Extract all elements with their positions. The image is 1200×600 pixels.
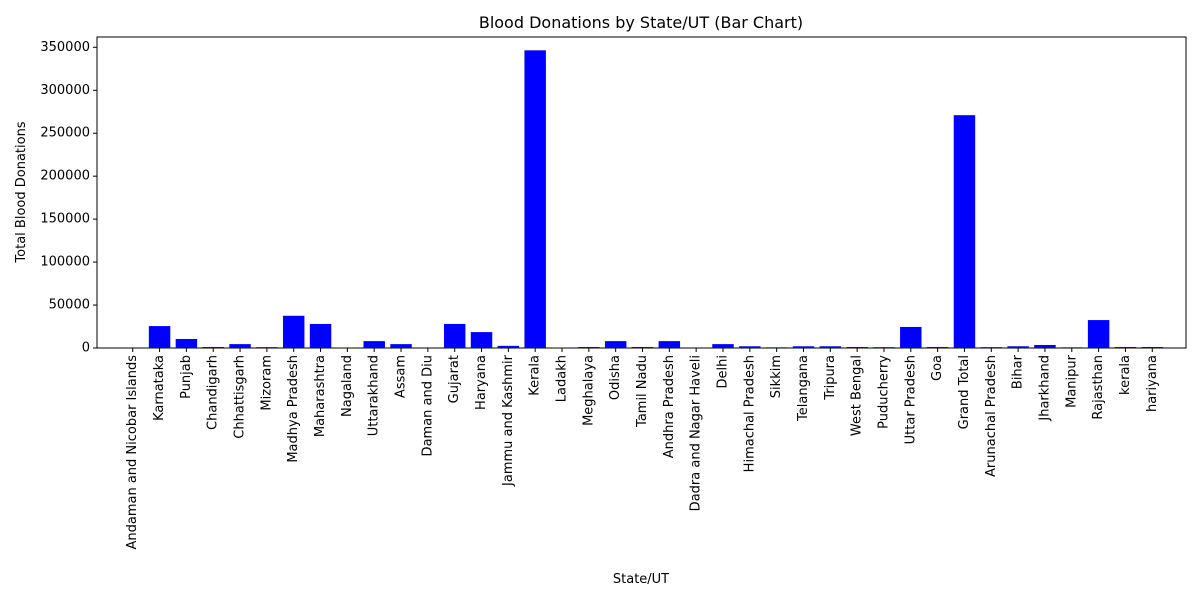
bar bbox=[390, 344, 412, 348]
y-tick-label: 0 bbox=[82, 341, 90, 356]
x-tick-label: Karnataka bbox=[152, 355, 167, 421]
x-tick-label: West Bengal bbox=[850, 355, 865, 436]
x-tick-label: Maharashtra bbox=[313, 355, 328, 437]
bar bbox=[846, 346, 868, 348]
x-tick-label: Tripura bbox=[823, 355, 838, 401]
bar bbox=[980, 347, 1003, 348]
bar bbox=[1114, 346, 1137, 348]
bar bbox=[1141, 346, 1163, 348]
y-tick-label: 150000 bbox=[40, 212, 90, 227]
x-tick-label: Odisha bbox=[608, 355, 623, 400]
x-tick-label: Himachal Pradesh bbox=[742, 355, 757, 472]
bar bbox=[765, 347, 788, 348]
y-tick-label: 200000 bbox=[40, 169, 90, 184]
x-tick-label: Andhra Pradesh bbox=[662, 355, 677, 458]
y-tick-label: 300000 bbox=[40, 83, 90, 98]
x-tick-label: Delhi bbox=[715, 355, 730, 388]
x-tick-labels: Andaman and Nicobar Islands Karnataka Punj… bbox=[125, 348, 1160, 550]
x-tick-label: hariyana bbox=[1145, 355, 1160, 412]
x-tick-label: Uttar Pradesh bbox=[903, 355, 918, 444]
bar bbox=[1034, 344, 1056, 348]
bar bbox=[926, 346, 949, 348]
x-tick-label: Puducherry bbox=[876, 355, 891, 429]
y-tick-label: 50000 bbox=[49, 298, 90, 313]
bar bbox=[282, 315, 305, 348]
bar bbox=[175, 338, 198, 348]
x-tick-label: Mizoram bbox=[259, 355, 274, 411]
bar bbox=[739, 346, 761, 348]
x-tick-label: Chandigarh bbox=[206, 355, 221, 430]
plot-frame bbox=[96, 36, 1187, 349]
x-tick-label: Jharkhand bbox=[1037, 355, 1052, 422]
y-axis-label: Total Blood Donations bbox=[14, 121, 29, 263]
chart-title: Blood Donations by State/UT (Bar Chart) bbox=[479, 13, 803, 32]
x-tick-label: Grand Total bbox=[957, 355, 972, 429]
x-tick-label: Kerala bbox=[528, 355, 543, 396]
bar bbox=[1007, 346, 1029, 348]
plot-area bbox=[96, 36, 1187, 349]
bar bbox=[309, 323, 332, 348]
x-tick-label: Madhya Pradesh bbox=[286, 355, 301, 463]
bar bbox=[148, 326, 171, 348]
y-tick-labels: 0 50000 100000 150000 200000 250000 300000 3500… bbox=[40, 40, 97, 356]
bar bbox=[256, 347, 278, 348]
bar bbox=[604, 341, 627, 348]
x-tick-label: Daman and Diu bbox=[420, 355, 435, 456]
y-tick-label: 350000 bbox=[40, 40, 90, 55]
bar bbox=[1061, 347, 1083, 348]
x-tick-label: Chhattisgarh bbox=[233, 355, 248, 439]
x-tick-label: Nagaland bbox=[340, 355, 355, 417]
x-tick-label: Bihar bbox=[1011, 354, 1026, 389]
y-tick-label: 100000 bbox=[40, 255, 90, 270]
bar bbox=[470, 332, 493, 348]
x-tick-label: Uttarakhand bbox=[367, 355, 382, 436]
bar bbox=[363, 341, 385, 348]
x-tick-label: Andaman and Nicobar Islands bbox=[125, 355, 140, 550]
x-tick-label: Gujarat bbox=[447, 355, 462, 403]
bars-group bbox=[122, 50, 1163, 349]
x-tick-label: Tamil Nadu bbox=[635, 355, 650, 428]
x-tick-label: Ladakh bbox=[555, 355, 570, 402]
bar bbox=[712, 344, 734, 348]
bar bbox=[631, 346, 654, 348]
bar bbox=[202, 346, 224, 348]
bar bbox=[443, 323, 466, 348]
x-tick-label: Telangana bbox=[796, 355, 811, 422]
y-tick-label: 250000 bbox=[40, 126, 90, 141]
bar bbox=[953, 115, 976, 348]
x-tick-label: Goa bbox=[930, 355, 945, 381]
bar bbox=[524, 50, 546, 349]
x-tick-label: Sikkim bbox=[769, 355, 784, 398]
bar bbox=[900, 326, 922, 348]
bar bbox=[1087, 320, 1110, 348]
x-axis-label: State/UT bbox=[613, 572, 669, 587]
bar bbox=[229, 344, 251, 348]
bar bbox=[658, 341, 681, 348]
bar bbox=[819, 346, 842, 348]
x-tick-label: Arunachal Pradesh bbox=[984, 355, 999, 477]
bar bbox=[578, 346, 600, 348]
bar bbox=[792, 346, 815, 348]
x-tick-label: kerala bbox=[1118, 355, 1133, 395]
bar bbox=[873, 347, 895, 348]
x-tick-label: Dadra and Nagar Haveli bbox=[689, 355, 704, 511]
x-tick-label: Meghalaya bbox=[581, 355, 596, 426]
x-tick-label: Manipur bbox=[1064, 354, 1079, 408]
x-tick-label: Haryana bbox=[474, 355, 489, 410]
x-tick-label: Punjab bbox=[179, 355, 194, 399]
x-tick-label: Jammu and Kashmir bbox=[501, 354, 516, 487]
bar bbox=[497, 345, 520, 348]
x-tick-label: Rajasthan bbox=[1091, 355, 1106, 420]
x-tick-label: Assam bbox=[394, 355, 409, 398]
